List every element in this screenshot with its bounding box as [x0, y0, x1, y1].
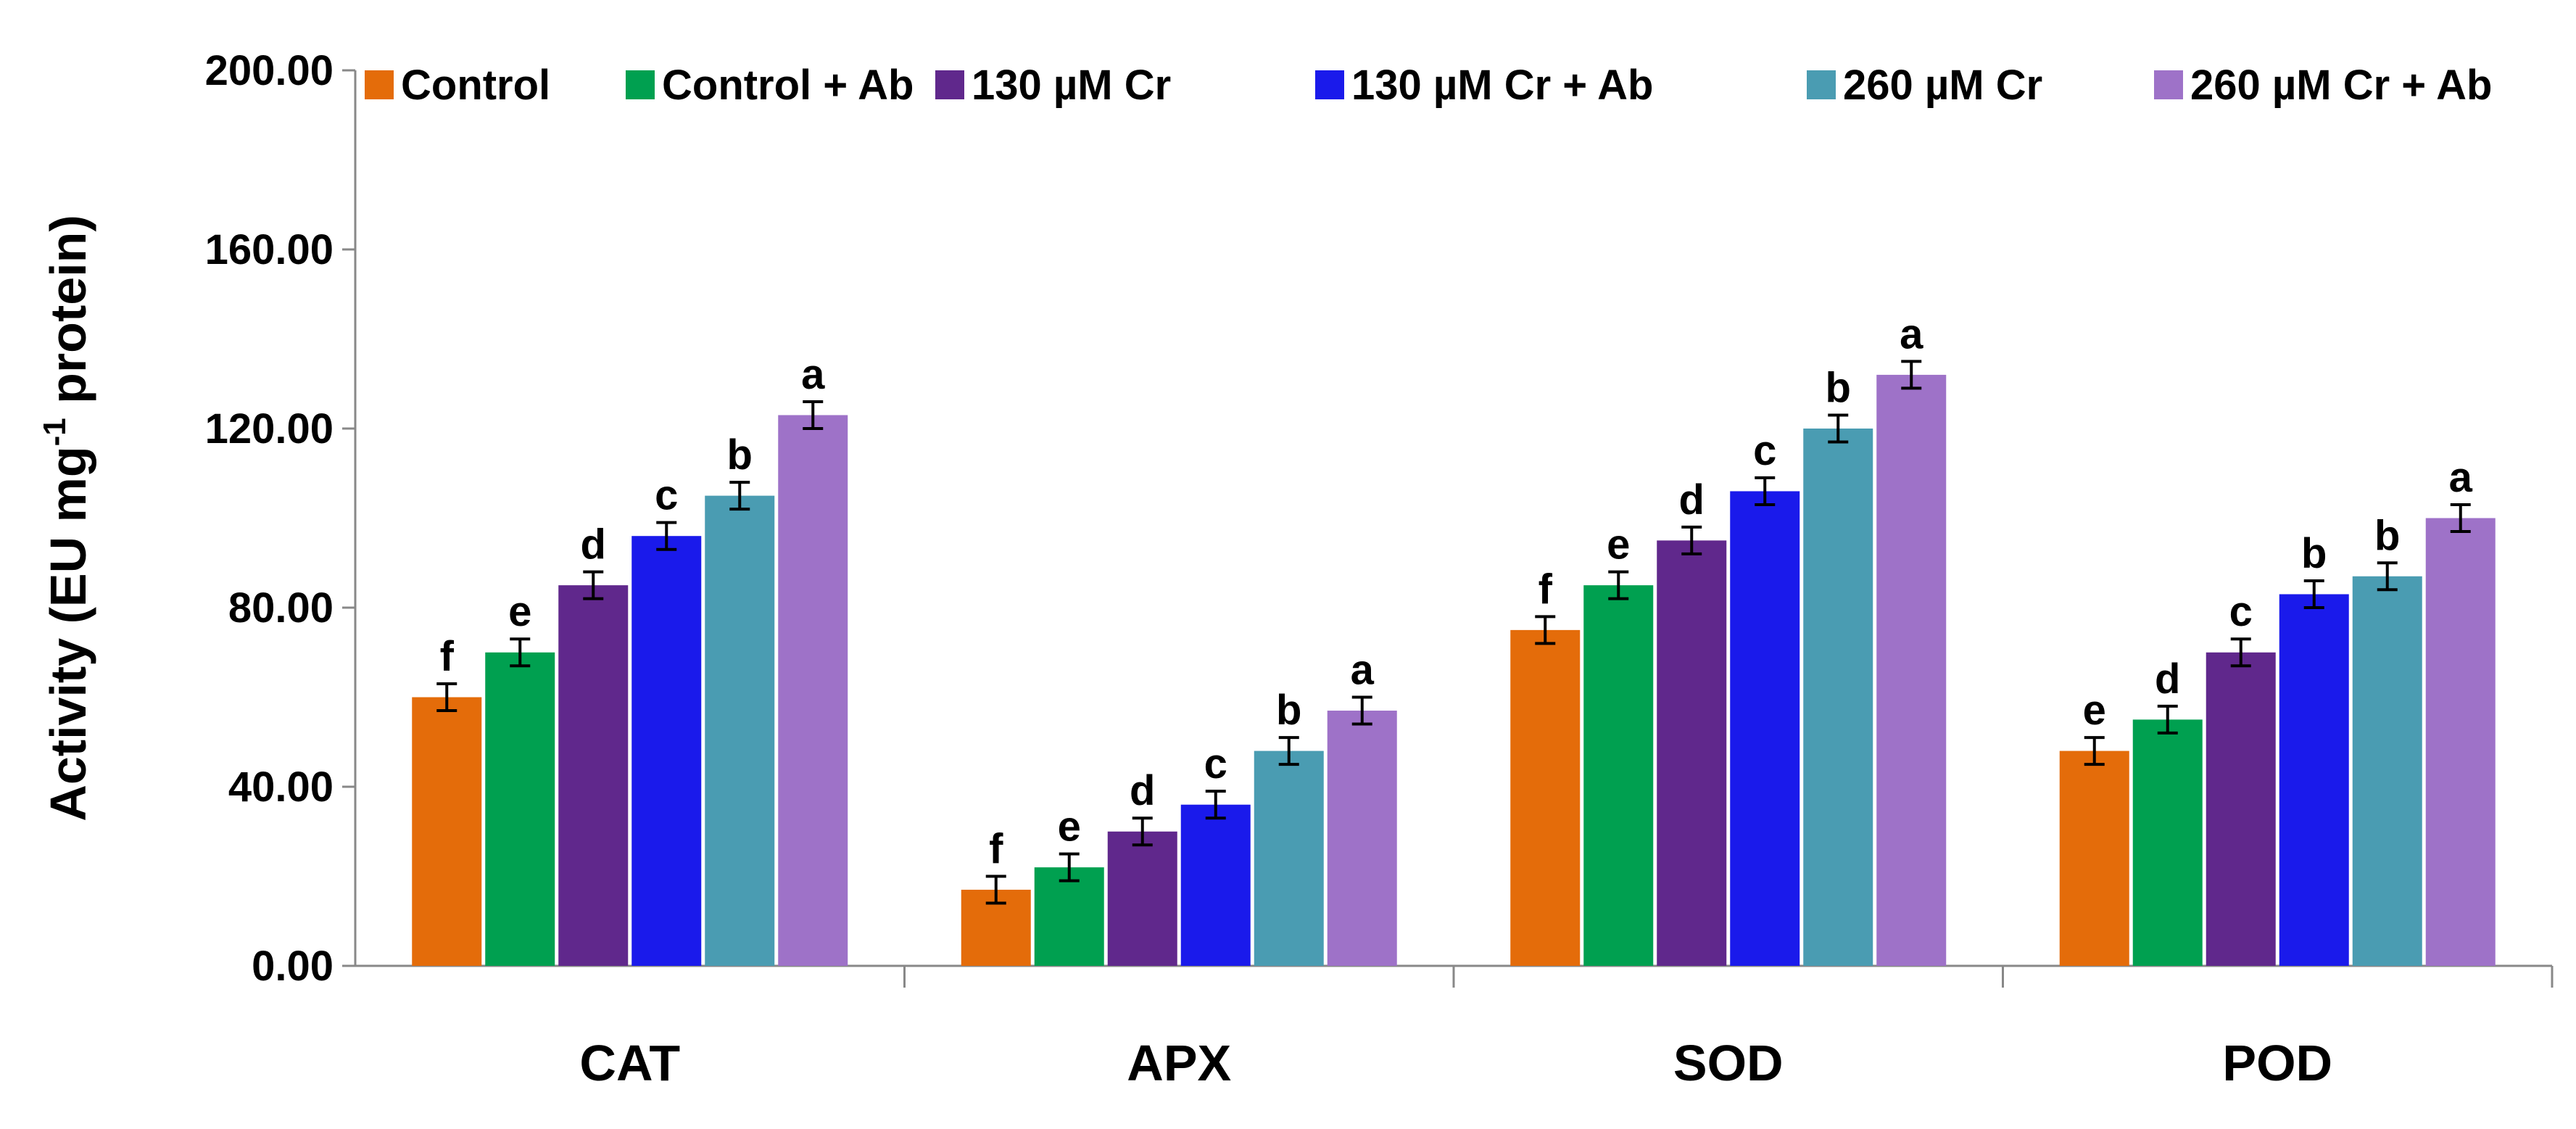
bar [1510, 629, 1581, 966]
bar [2352, 576, 2422, 966]
significance-letter: f [989, 826, 1003, 873]
significance-letter: e [1058, 803, 1081, 851]
legend-swatch [365, 70, 394, 99]
bar [778, 415, 848, 966]
y-axis-ticks: 0.00 40.00 80.00 120.00 160.00 200.00 [205, 47, 355, 990]
bar [631, 536, 702, 966]
y-tick-label: 0.00 [252, 943, 334, 990]
significance-letter: b [1276, 687, 1301, 734]
bar [1327, 711, 1397, 966]
bar [1583, 585, 1654, 966]
category-label: CAT [579, 1035, 680, 1091]
bar [1876, 374, 1947, 966]
legend-swatch [935, 70, 964, 99]
bar [558, 585, 629, 966]
bar [1180, 804, 1251, 966]
significance-letter: e [508, 588, 531, 635]
legend-label: 260 µM Cr [1843, 62, 2042, 109]
significance-letter: e [1607, 521, 1630, 568]
legend: Control Control + Ab 130 µM Cr 130 µM Cr + … [365, 62, 2492, 109]
significance-letter: c [1753, 427, 1776, 474]
bar [2132, 719, 2203, 966]
significance-letter: a [1351, 647, 1375, 694]
significance-letter: a [801, 351, 825, 398]
bar [705, 495, 775, 966]
category-label: SOD [1673, 1035, 1784, 1091]
y-tick-label: 200.00 [205, 47, 334, 94]
y-tick-label: 80.00 [228, 584, 334, 632]
significance-letter: c [655, 472, 678, 519]
significance-letter: c [2229, 588, 2253, 635]
bar [2279, 594, 2349, 966]
y-axis-label-group: Activity (EU mg-1 protein) [37, 215, 96, 821]
bar [485, 652, 555, 966]
category-labels: CAT APX SOD POD [579, 1035, 2332, 1091]
significance-letter: a [2449, 454, 2473, 501]
legend-label: Control [401, 62, 550, 109]
significance-letter: b [1826, 364, 1851, 411]
bar [1730, 491, 1800, 966]
significance-letter: b [2301, 530, 2327, 577]
bar [2059, 750, 2129, 966]
y-tick-label: 120.00 [205, 405, 334, 452]
legend-swatch [1807, 70, 1836, 99]
y-tick-label: 160.00 [205, 226, 334, 273]
bar [1254, 750, 1324, 966]
category-label: APX [1127, 1035, 1231, 1091]
significance-letter: a [1900, 310, 1923, 357]
legend-label: Control + Ab [662, 62, 914, 109]
significance-letter: f [440, 633, 455, 680]
bar [1034, 867, 1104, 966]
bar [412, 697, 482, 966]
significance-letter: f [1538, 566, 1553, 613]
bar [2425, 518, 2496, 966]
significance-letter: d [2155, 656, 2180, 703]
legend-swatch [626, 70, 655, 99]
bar [1803, 429, 1873, 966]
legend-label: 130 µM Cr + Ab [1351, 62, 1653, 109]
bar [2206, 652, 2276, 966]
legend-label: 260 µM Cr + Ab [2190, 62, 2492, 109]
significance-letter: b [727, 431, 753, 479]
significance-letter: d [1130, 767, 1155, 814]
y-tick-label: 40.00 [228, 764, 334, 811]
significance-letter: b [2374, 512, 2400, 559]
legend-label: 130 µM Cr [972, 62, 1171, 109]
significance-letter: d [581, 521, 606, 568]
significance-letter: c [1204, 740, 1227, 787]
legend-swatch [2154, 70, 2183, 99]
category-label: POD [2222, 1035, 2332, 1091]
y-axis-label: Activity (EU mg-1 protein) [37, 215, 96, 821]
bar [1107, 831, 1177, 966]
significance-letter: d [1679, 476, 1705, 524]
bar [1657, 540, 1727, 966]
legend-swatch [1315, 70, 1344, 99]
significance-letter: e [2083, 687, 2106, 734]
